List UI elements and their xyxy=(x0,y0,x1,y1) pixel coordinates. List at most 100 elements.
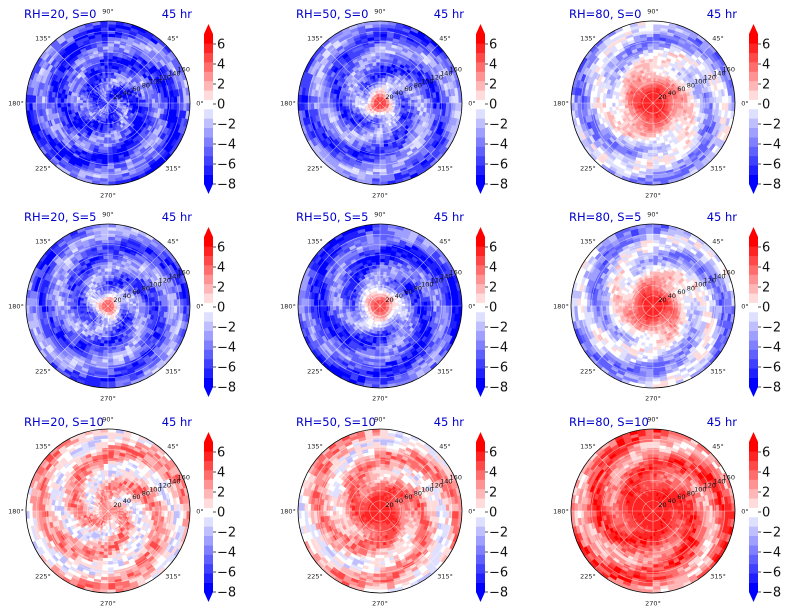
contour-cell xyxy=(611,98,616,104)
colorbar-tick-label: 4 xyxy=(217,58,225,73)
contour-cell xyxy=(373,42,381,47)
contour-cell xyxy=(645,33,654,38)
polar-panel: RH=20, S=0 45 hr90°45°0°315°270°225°180°1… xyxy=(8,7,236,200)
contour-cell xyxy=(724,95,729,104)
contour-cell xyxy=(379,58,385,63)
contour-cell xyxy=(379,52,386,57)
contour-cell xyxy=(154,97,159,104)
contour-cell xyxy=(107,49,114,54)
contour-cell xyxy=(379,165,387,170)
contour-cell xyxy=(649,137,654,142)
contour-cell xyxy=(374,52,381,57)
radial-tick-label: 20 xyxy=(385,93,393,101)
contour-cell xyxy=(411,99,415,104)
contour-cell xyxy=(684,99,688,104)
angular-gridline xyxy=(379,44,439,104)
contour-cell xyxy=(411,102,415,107)
contour-cell xyxy=(652,134,657,138)
contour-cell xyxy=(433,97,437,104)
contour-cell xyxy=(63,102,68,108)
contour-cell xyxy=(104,68,109,72)
angular-gridline xyxy=(321,102,381,162)
contour-cell xyxy=(107,64,112,69)
colorbar-tick-label: 2 xyxy=(489,78,497,93)
contour-cell xyxy=(104,127,109,132)
contour-cell xyxy=(161,102,165,109)
contour-cell xyxy=(100,174,109,179)
contour-cell xyxy=(647,49,654,54)
angular-gridline xyxy=(49,44,109,104)
radial-tick-label: 60 xyxy=(404,85,412,93)
contour-cell xyxy=(646,159,654,164)
contour-cell xyxy=(379,174,388,179)
contour-cell xyxy=(599,97,603,104)
contour-cell xyxy=(323,97,327,104)
contour-cell xyxy=(107,27,116,32)
contour-cell xyxy=(102,46,109,50)
contour-cell xyxy=(718,102,723,111)
contour-cell xyxy=(107,23,116,28)
contour-cell xyxy=(107,168,116,173)
contour-cell xyxy=(107,68,112,72)
contour-cell xyxy=(586,96,591,104)
colorbar-band xyxy=(204,80,213,91)
contour-cell xyxy=(618,102,622,107)
angular-tick-label: 180° xyxy=(8,100,24,108)
radial-tick-label: 100 xyxy=(149,77,161,85)
colorbar-band xyxy=(476,127,485,138)
contour-cell xyxy=(404,105,409,109)
angular-tick-label: 180° xyxy=(280,100,296,108)
angular-tick-label: 135° xyxy=(35,34,51,42)
colorbar-tick-label: −4 xyxy=(217,138,236,153)
contour-cell xyxy=(107,77,111,82)
polar-panel: RH=80, S=0 45 hr90°45°0°315°270°225°180°1… xyxy=(553,7,781,200)
contour-cell xyxy=(608,98,613,104)
contour-cell xyxy=(107,174,116,179)
contour-cell xyxy=(332,98,337,104)
radial-tick-label: 60 xyxy=(132,85,140,93)
contour-cell xyxy=(426,102,431,109)
contour-cell xyxy=(687,99,692,104)
contour-cell xyxy=(624,97,629,101)
contour-cell xyxy=(372,33,381,38)
contour-cell xyxy=(414,99,419,104)
contour-cell xyxy=(102,127,106,132)
contour-cell xyxy=(696,98,701,104)
contour-cell xyxy=(154,102,159,109)
contour-cell xyxy=(608,102,613,108)
contour-cell xyxy=(372,178,381,183)
contour-cell xyxy=(79,99,84,104)
contour-cell xyxy=(379,27,388,32)
contour-cell xyxy=(372,168,381,173)
contour-cell xyxy=(107,159,115,164)
contour-cell xyxy=(129,102,134,106)
contour-cell xyxy=(703,97,707,104)
contour-cell xyxy=(102,156,109,160)
contour-cell xyxy=(650,124,654,129)
contour-cell xyxy=(652,52,659,57)
colorbar-tick-label: −2 xyxy=(217,118,236,133)
contour-cell xyxy=(445,95,450,104)
contour-cell xyxy=(375,58,381,63)
contour-cell xyxy=(158,97,162,104)
contour-cell xyxy=(107,149,114,154)
contour-cell xyxy=(648,58,654,63)
contour-cell xyxy=(376,127,381,132)
contour-cell xyxy=(648,143,654,148)
colorbar-band xyxy=(204,109,213,119)
contour-cell xyxy=(596,102,600,109)
contour-cell xyxy=(445,102,450,111)
contour-cell xyxy=(107,178,116,183)
contour-cell xyxy=(376,134,381,138)
contour-cell xyxy=(652,153,659,157)
colorbar-band xyxy=(204,34,213,44)
contour-cell xyxy=(300,95,305,104)
contour-cell xyxy=(652,36,660,41)
contour-cell xyxy=(648,140,654,145)
contour-cell xyxy=(417,98,422,104)
colorbar-tick-label: 0 xyxy=(489,98,497,113)
contour-cell xyxy=(583,95,588,104)
contour-cell xyxy=(372,27,381,32)
colorbar-tick-label: 0 xyxy=(217,98,225,113)
contour-cell xyxy=(145,102,150,108)
